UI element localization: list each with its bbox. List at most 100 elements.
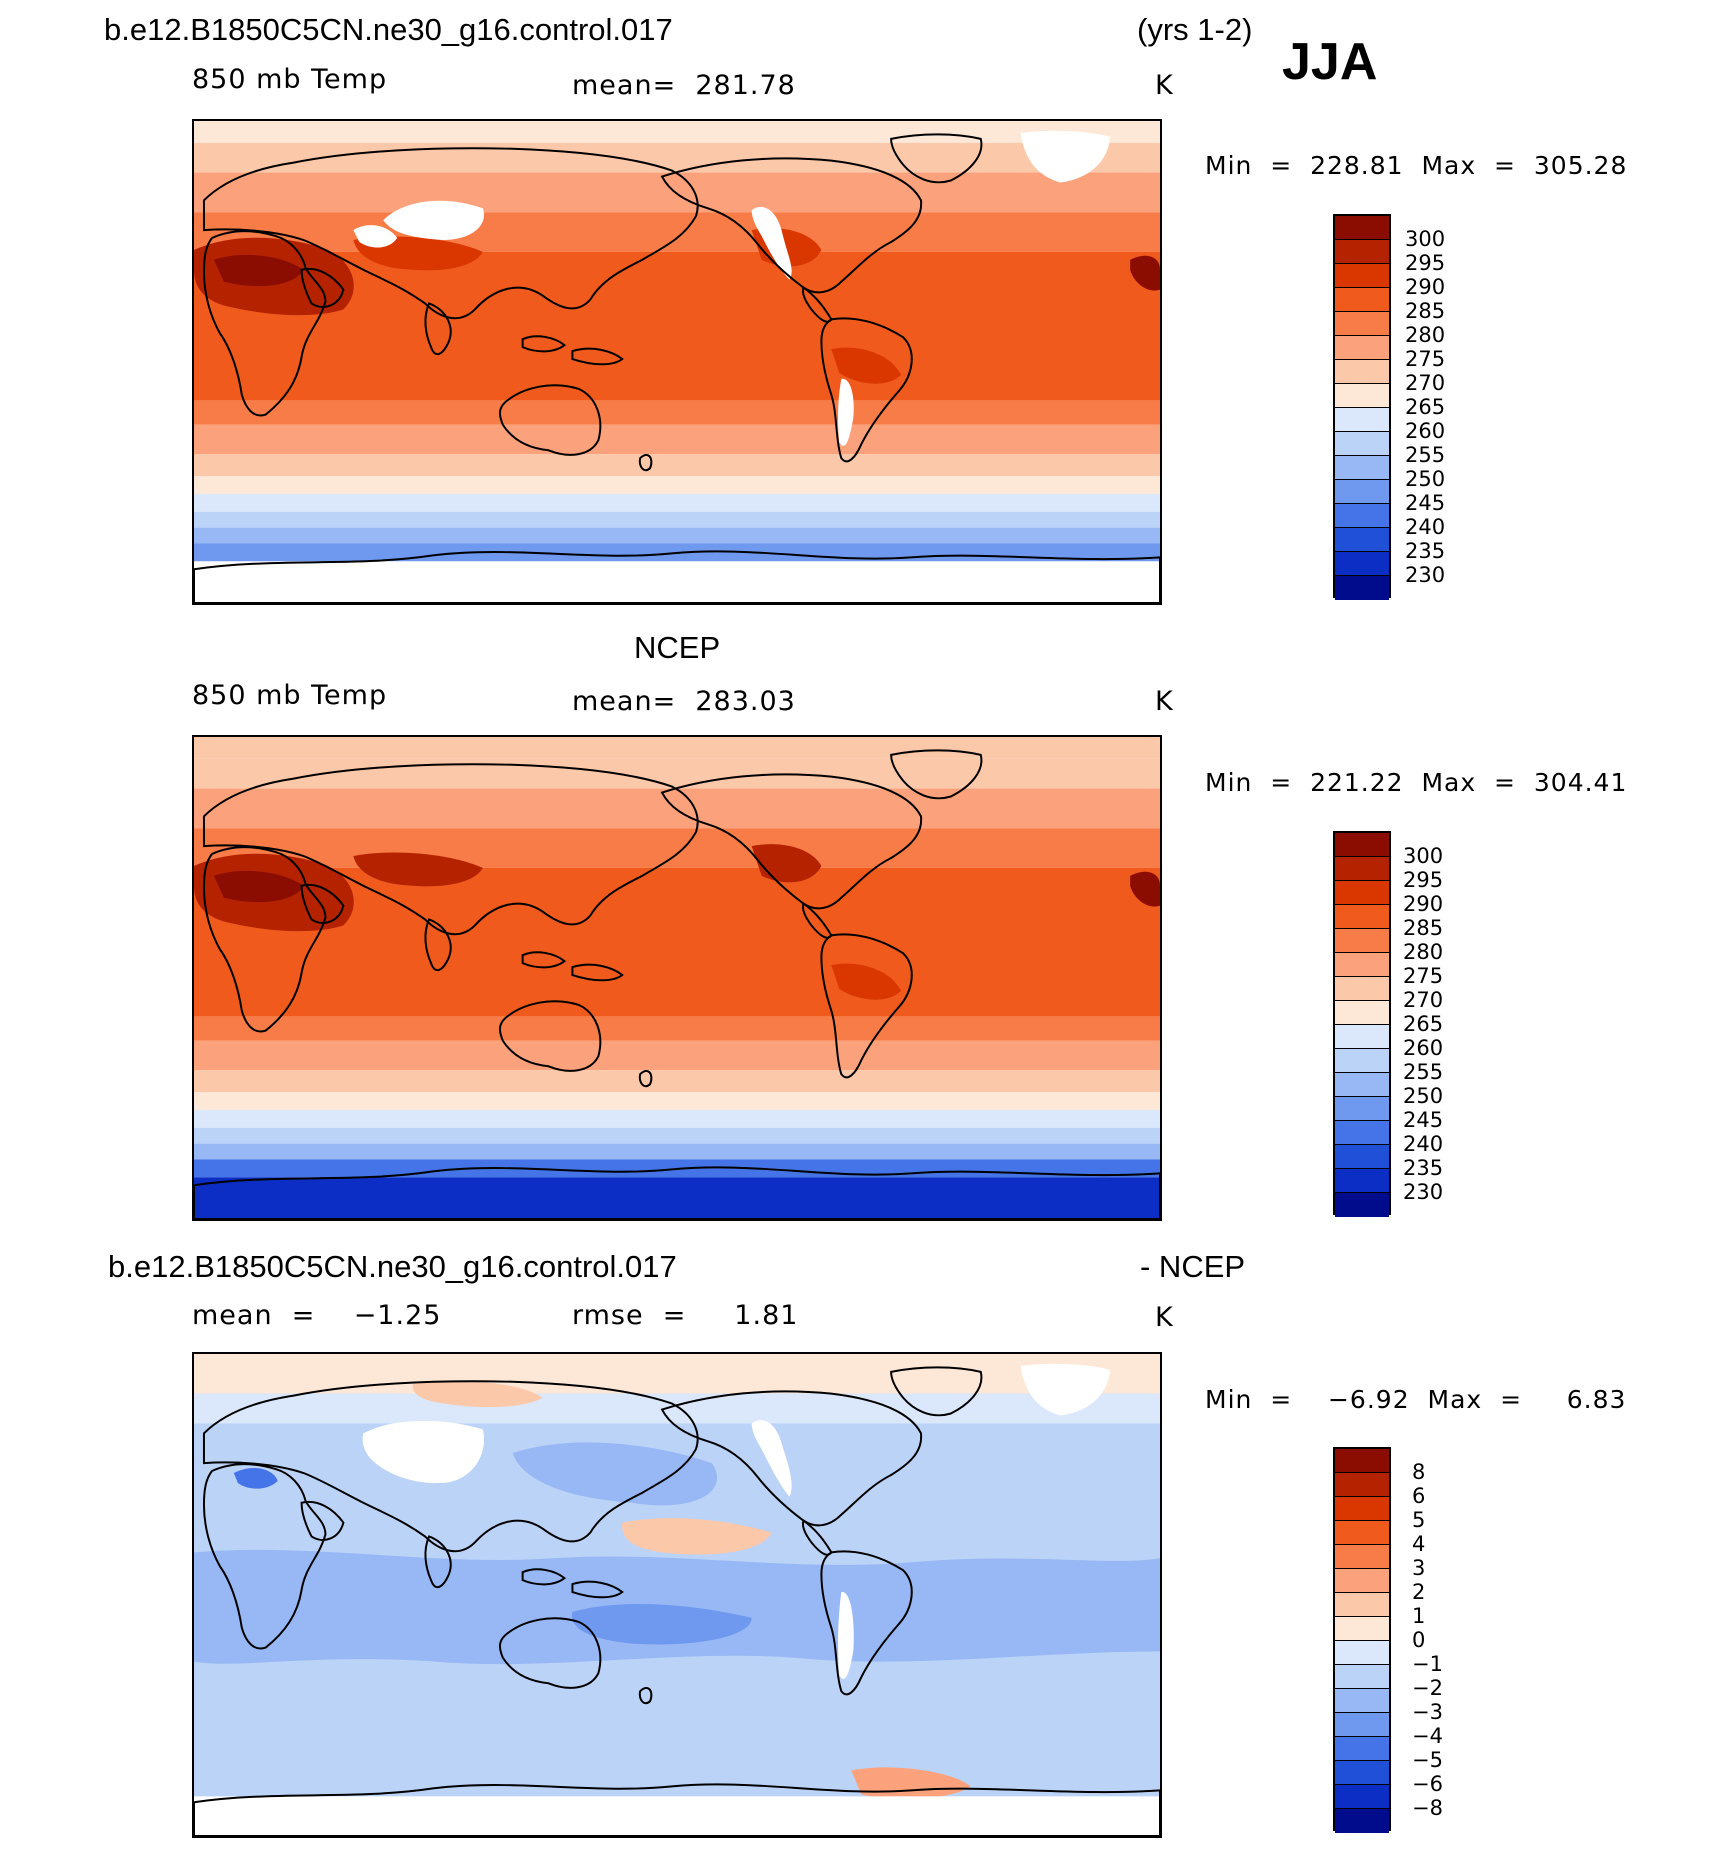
colorbar-swatch [1335, 384, 1389, 408]
colorbar-label: 270 [1403, 988, 1444, 1012]
coastline [571, 1580, 624, 1599]
colorbar-swatch [1335, 1073, 1389, 1097]
colorbar-label: −3 [1412, 1700, 1443, 1724]
colorbar-label: 250 [1403, 1084, 1444, 1108]
hot-spot-amazon [831, 963, 902, 1000]
colorbar-swatch [1335, 1689, 1389, 1713]
colorbar-swatch [1335, 1497, 1389, 1521]
coastline [202, 1380, 699, 1553]
colorbar-label: 260 [1405, 419, 1446, 443]
colorbar-swatch [1335, 1665, 1389, 1689]
panel3-title-right: - NCEP [1140, 1249, 1246, 1284]
colorbar-swatch [1335, 929, 1389, 953]
coastline [638, 1687, 653, 1705]
panel2-map [192, 735, 1162, 1221]
colorbar-swatch [1335, 1121, 1389, 1145]
panel3-map [192, 1352, 1162, 1838]
colorbar-label: 285 [1405, 299, 1446, 323]
colorbar-swatch [1335, 288, 1389, 312]
hot-spot-core [213, 254, 304, 287]
colorbar-swatch [1335, 905, 1389, 929]
coastline [890, 749, 983, 800]
colorbar-label: 265 [1405, 395, 1446, 419]
colorbar-label: 295 [1403, 868, 1444, 892]
season-label: JJA [1282, 33, 1378, 91]
coastline [802, 1519, 833, 1556]
cold-pacific-north [512, 1442, 718, 1506]
colorbar-label: −5 [1412, 1748, 1443, 1772]
colorbar-swatch [1335, 1617, 1389, 1641]
coastline [820, 317, 913, 463]
colorbar-swatch [1335, 1593, 1389, 1617]
coastline [194, 550, 1160, 603]
colorbar-label: 260 [1403, 1036, 1444, 1060]
panel3-colorbar [1333, 1447, 1391, 1833]
case-title: b.e12.B1850C5CN.ne30_g16.control.017 [104, 12, 673, 47]
colorbar-swatch [1335, 881, 1389, 905]
panel1-map-svg [194, 121, 1160, 603]
colorbar-swatch [1335, 1713, 1389, 1737]
coastline [194, 1783, 1160, 1836]
panel1-mean: mean= 281.78 [572, 70, 796, 101]
coastline [202, 147, 699, 320]
panel1-minmax: Min = 228.81 Max = 305.28 [1205, 151, 1628, 180]
colorbar-label: 290 [1403, 892, 1444, 916]
coastline [300, 883, 345, 924]
coastline [820, 1550, 913, 1696]
colorbar-label: 280 [1403, 940, 1444, 964]
colorbar-swatch [1335, 408, 1389, 432]
colorbar-swatch [1335, 953, 1389, 977]
masked-terrain [353, 225, 398, 248]
masked-andes [838, 378, 854, 446]
hot-spot-amazon [831, 347, 902, 384]
hot-spot-atlantic [1130, 255, 1160, 291]
colorbar-swatch [1335, 264, 1389, 288]
masked-tibet [362, 1420, 485, 1484]
panel1-units: K [1155, 70, 1174, 101]
colorbar-label: 245 [1403, 1108, 1444, 1132]
colorbar-label: 255 [1405, 443, 1446, 467]
colorbar-swatch [1335, 312, 1389, 336]
colorbar-swatch [1335, 1545, 1389, 1569]
colorbar-label: 300 [1405, 227, 1446, 251]
colorbar-label: −8 [1412, 1796, 1443, 1820]
colorbar-swatch [1335, 504, 1389, 528]
coastline [890, 1366, 983, 1417]
colorbar-label: 275 [1405, 347, 1446, 371]
coastline [202, 230, 327, 417]
colorbar-label: 270 [1405, 371, 1446, 395]
colorbar-swatch [1335, 1785, 1389, 1809]
colorbar-swatch [1335, 480, 1389, 504]
masked-tibet [383, 200, 485, 241]
colorbar-label: 240 [1405, 515, 1446, 539]
coastline [424, 1535, 452, 1589]
colorbar-label: 240 [1403, 1132, 1444, 1156]
colorbar-swatch [1335, 1737, 1389, 1761]
colorbar-label: 250 [1405, 467, 1446, 491]
coastline [300, 1500, 345, 1541]
cold-core [572, 1603, 752, 1645]
colorbar-swatch [1335, 1193, 1389, 1217]
coastline [521, 951, 567, 969]
coastline [660, 157, 922, 294]
coastline [498, 1617, 602, 1689]
colorbar-swatch [1335, 240, 1389, 264]
coastline [802, 286, 833, 323]
colorbar-swatch [1335, 1145, 1389, 1169]
hot-spot-core [213, 870, 304, 903]
colorbar-swatch [1335, 1761, 1389, 1785]
hot-spot-atlantic [1130, 871, 1160, 907]
colorbar-swatch [1335, 1521, 1389, 1545]
colorbar-label: −2 [1412, 1676, 1443, 1700]
panel2-map-svg [194, 737, 1160, 1219]
coastline [424, 918, 452, 972]
coastline [638, 454, 653, 472]
coastline [890, 133, 983, 184]
coastline [202, 846, 327, 1033]
colorbar-label: 6 [1412, 1484, 1426, 1508]
coastline [194, 1166, 1160, 1219]
colorbar-label: 230 [1405, 563, 1446, 587]
coastline [802, 902, 833, 939]
coastline [202, 763, 699, 936]
panel2-minmax: Min = 221.22 Max = 304.41 [1205, 768, 1628, 797]
